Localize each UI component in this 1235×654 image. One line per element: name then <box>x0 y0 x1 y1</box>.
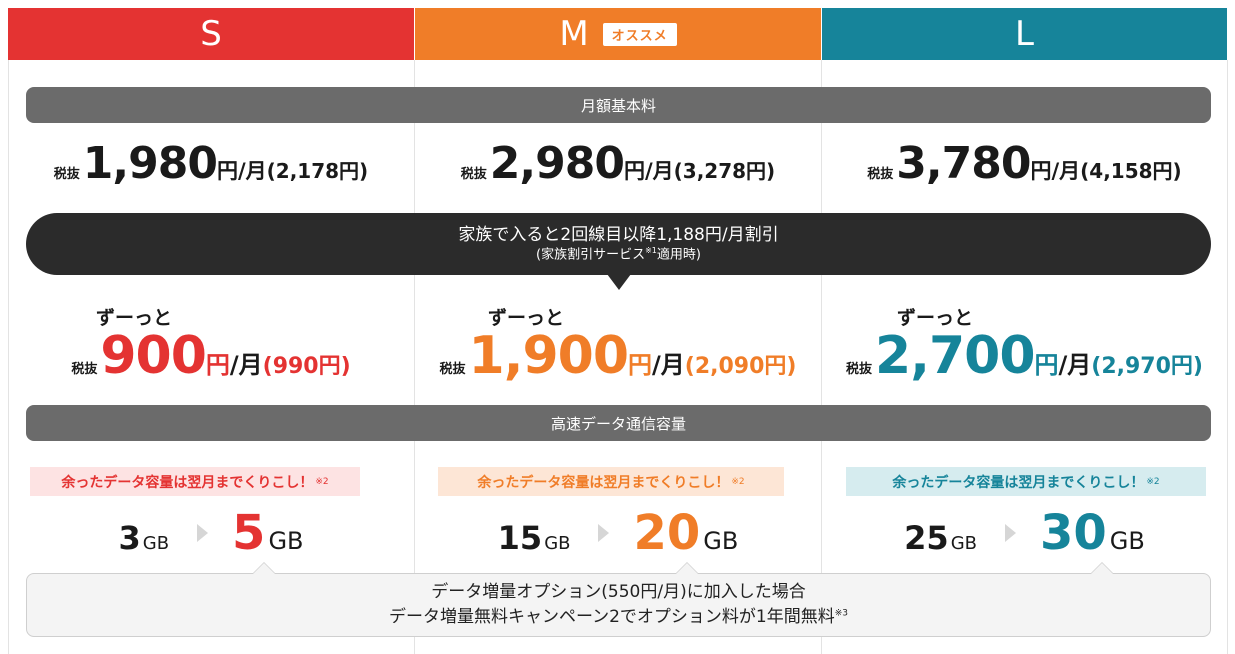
column-divider <box>821 60 822 654</box>
plan-letter: M <box>559 14 589 54</box>
data-from-value: 25 <box>904 519 949 557</box>
yen-unit: 円 <box>1034 351 1059 379</box>
carryover-text: 余ったデータ容量は翌月までくりこし！ <box>477 474 730 491</box>
footnote-mark: ※2 <box>315 476 329 487</box>
zutto-label-m: ずーっと <box>488 307 565 329</box>
base-price-m: 税抜 2,980 円 /月 (3,278円) <box>415 138 821 189</box>
banner-pointer <box>607 274 631 290</box>
option-pointer-l <box>1090 562 1114 574</box>
footnote-mark: ※3 <box>834 608 849 619</box>
data-amount-l: 25 GB 30 GB <box>822 505 1227 561</box>
option-pointer-s <box>252 562 276 574</box>
price-tax-incl: (4,158円) <box>1080 159 1182 183</box>
per-month-unit: /月 <box>237 159 267 183</box>
family-note-text: 適用時) <box>656 247 701 263</box>
yen-unit: 円 <box>623 159 645 183</box>
tax-label: 税抜 <box>867 167 894 182</box>
data-to-value: 30 <box>1039 505 1107 561</box>
data-amount-s: 3 GB 5 GB <box>8 505 414 561</box>
base-price-s: 税抜 1,980 円 /月 (2,178円) <box>8 138 414 189</box>
data-option-box: データ増量オプション(550円/月)に加入した場合 データ増量無料キャンペーン2… <box>26 573 1211 637</box>
column-divider <box>414 60 415 654</box>
footnote-mark: ※2 <box>1146 476 1160 487</box>
section-title: 月額基本料 <box>580 96 656 115</box>
discount-value: 900 <box>100 326 207 386</box>
section-bar-monthly-fee: 月額基本料 <box>26 87 1211 123</box>
option-line-2: データ増量無料キャンペーン2でオプション料が1年間無料※3 <box>27 605 1210 631</box>
recommend-badge: オススメ <box>602 22 677 46</box>
per-month-unit: /月 <box>1051 159 1081 183</box>
option-line-2-text: データ増量無料キャンペーン2でオプション料が1年間無料 <box>388 607 835 627</box>
discount-tax-incl: (2,970円) <box>1091 354 1203 379</box>
gb-unit: GB <box>950 533 977 554</box>
plan-header-m: M オススメ <box>415 8 821 60</box>
price-tax-incl: (3,278円) <box>673 159 776 183</box>
discount-tax-incl: (990円) <box>262 354 351 379</box>
carryover-tag-s: 余ったデータ容量は翌月までくりこし！ ※2 <box>30 467 360 496</box>
gb-unit: GB <box>703 527 739 555</box>
footnote-mark: ※2 <box>731 476 745 487</box>
family-note-text: (家族割引サービス <box>536 247 646 263</box>
footnote-mark: ※1 <box>645 245 657 255</box>
tax-label: 税抜 <box>71 362 98 377</box>
family-discount-title: 家族で入ると2回線目以降1,188円/月割引 <box>458 224 779 245</box>
discount-value: 1,900 <box>468 326 629 386</box>
carryover-text: 余ったデータ容量は翌月までくりこし！ <box>61 474 314 491</box>
data-from-value: 15 <box>497 519 543 557</box>
arrow-right-icon <box>1004 524 1016 542</box>
price-value: 2,980 <box>489 138 625 189</box>
base-price-l: 税抜 3,780 円 /月 (4,158円) <box>822 138 1227 189</box>
plan-header-l: L <box>822 8 1227 60</box>
yen-unit: 円 <box>1030 159 1052 183</box>
yen-unit: 円 <box>216 159 238 183</box>
arrow-right-icon <box>197 524 209 542</box>
section-bar-data: 高速データ通信容量 <box>26 405 1211 441</box>
per-month-unit: /月 <box>229 351 263 379</box>
carryover-text: 余ったデータ容量は翌月までくりこし！ <box>892 474 1145 491</box>
price-value: 3,780 <box>896 138 1031 189</box>
section-title: 高速データ通信容量 <box>550 414 686 433</box>
per-month-unit: /月 <box>1058 351 1092 379</box>
discount-price-l: 税抜 2,700 円 /月 (2,970円) <box>822 326 1227 386</box>
option-line-1: データ増量オプション(550円/月)に加入した場合 <box>431 581 806 602</box>
gb-unit: GB <box>268 527 304 555</box>
tax-label: 税抜 <box>53 167 80 182</box>
price-tax-incl: (2,178円) <box>266 159 369 183</box>
data-to-value: 20 <box>633 505 701 561</box>
discount-price-s: 税抜 900 円 /月 (990円) <box>8 326 414 386</box>
gb-unit: GB <box>142 533 170 554</box>
arrow-right-icon <box>598 524 610 542</box>
plan-letter: S <box>200 14 222 54</box>
plan-header-s: S <box>8 8 414 60</box>
yen-unit: 円 <box>628 351 653 379</box>
gb-unit: GB <box>1109 527 1145 555</box>
family-discount-note: (家族割引サービス※1適用時) <box>26 246 1211 264</box>
per-month-unit: /月 <box>644 159 674 183</box>
column-border-left <box>8 60 9 654</box>
column-border-right <box>1227 60 1228 654</box>
price-value: 1,980 <box>82 138 218 189</box>
zutto-label-l: ずーっと <box>897 307 974 329</box>
gb-unit: GB <box>544 533 571 554</box>
discount-price-m: 税抜 1,900 円 /月 (2,090円) <box>415 326 821 386</box>
tax-label: 税抜 <box>439 362 466 377</box>
option-pointer-m <box>675 562 699 574</box>
tax-label: 税抜 <box>460 167 487 182</box>
data-from-value: 3 <box>118 519 141 557</box>
discount-tax-incl: (2,090円) <box>684 354 797 379</box>
data-amount-m: 15 GB 20 GB <box>415 505 821 561</box>
family-discount-banner: 家族で入ると2回線目以降1,188円/月割引 (家族割引サービス※1適用時) <box>26 213 1211 275</box>
tax-label: 税抜 <box>846 362 873 377</box>
carryover-tag-m: 余ったデータ容量は翌月までくりこし！ ※2 <box>438 467 784 496</box>
yen-unit: 円 <box>205 351 230 379</box>
data-to-value: 5 <box>232 505 266 561</box>
per-month-unit: /月 <box>652 351 685 379</box>
carryover-tag-l: 余ったデータ容量は翌月までくりこし！ ※2 <box>846 467 1206 496</box>
discount-value: 2,700 <box>875 326 1035 386</box>
zutto-label-s: ずーっと <box>96 307 173 329</box>
plan-letter: L <box>1015 14 1034 54</box>
